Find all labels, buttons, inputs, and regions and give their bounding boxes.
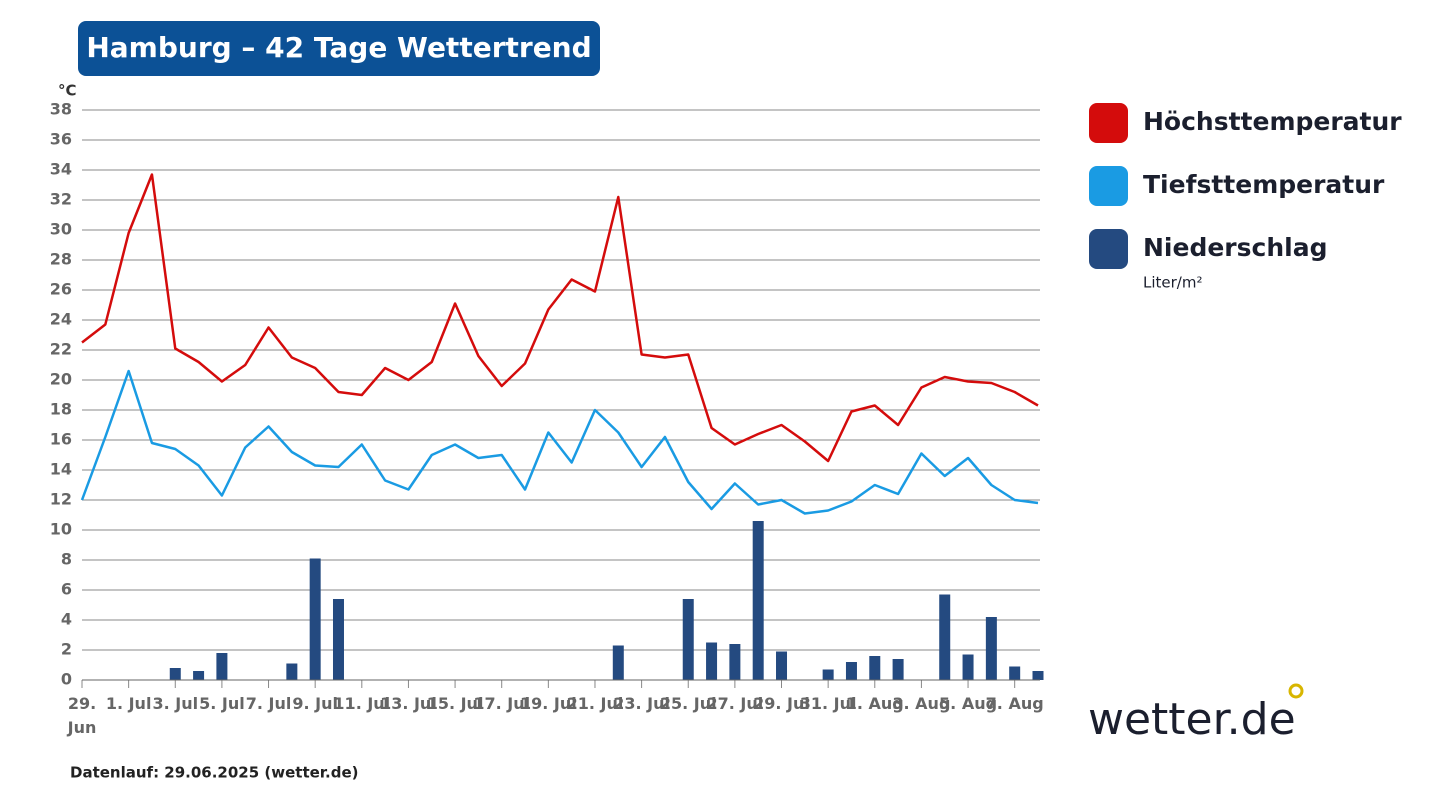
y-tick-label: 22 [50,340,72,359]
y-tick-label: 14 [50,460,72,479]
y-tick-label: 8 [61,550,72,569]
precip-bar [939,594,951,680]
x-tick-label: 3. Jul [152,694,199,713]
x-tick-label: 23. Jul [613,694,670,713]
x-tick-label: 15. Jul [426,694,484,713]
x-tick-label: 25. Jul [659,694,717,713]
x-tick-label: 31. Jul [799,694,857,713]
precip-bar [216,653,228,680]
legend-label: Tiefsttemperatur [1143,170,1385,199]
y-tick-label: 6 [61,580,72,599]
x-tick-label: 3. Aug [892,694,951,713]
legend-swatch [1089,166,1128,206]
logo-dot [1288,683,1304,699]
y-tick-label: 20 [50,370,72,389]
x-tick-label: 11. Jul [333,694,391,713]
x-tick-label: 19. Jul [519,694,577,713]
x-tick-label: 7. Aug [985,694,1044,713]
y-tick-label: 26 [50,280,72,299]
y-tick-label: 30 [50,220,72,239]
legend-swatch [1089,229,1128,269]
y-tick-label: 12 [50,490,72,509]
precip-bar [682,599,694,680]
x-tick-label: 1. Jul [105,694,152,713]
precip-bar [962,654,974,680]
temp-line [81,173,1039,463]
y-tick-label: 32 [50,190,72,209]
precip-bar [706,642,718,680]
x-tick-label: 7. Jul [245,694,292,713]
y-unit: °C [58,82,77,100]
precip-bar [729,644,741,680]
x-tick-label: 5. Jul [199,694,245,713]
logo: wetter.de [1088,694,1296,745]
precip-bar [193,671,205,680]
footer: Datenlauf: 29.06.2025 (wetter.de) [70,764,359,782]
precip-bar [309,558,321,680]
x-tick-label: 27. Jul [706,694,764,713]
temp-line [80,369,1039,515]
precip-bar [892,659,904,680]
y-tick-label: 28 [50,250,72,269]
title-box [78,21,600,76]
x-tick-label: 1. Aug [845,694,904,713]
precip-bar [752,521,764,680]
precip-bar [332,599,344,680]
y-tick-label: 18 [50,400,72,419]
legend-unit: Liter/m² [1143,274,1202,292]
x-tick-label: 17. Jul [473,694,531,713]
y-tick-label: 4 [61,610,72,629]
legend-swatch [1089,103,1128,143]
y-tick-label: 36 [50,130,72,149]
precip-bar [985,617,997,680]
precip-bar [612,645,624,680]
chart-title: Hamburg – 42 Tage Wettertrend [86,31,591,64]
y-tick-label: 0 [61,670,72,689]
precip-bar [1009,666,1021,680]
legend-label: Niederschlag [1143,233,1327,262]
precip-bar [286,663,298,680]
precip-bar [845,662,857,680]
y-tick-label: 24 [50,310,72,329]
precip-bar [1032,671,1044,680]
x-tick-label: 5. Aug [939,694,998,713]
x-tick-label: 29. Jul [753,694,810,713]
precip-bar [169,668,181,680]
y-tick-label: 10 [50,520,72,539]
y-tick-label: 2 [61,640,72,659]
y-tick-label: 38 [50,100,72,119]
x-tick-label: 13. Jul [380,694,437,713]
precip-bar [822,669,834,680]
x-tick-label: 29. Jun [67,694,97,737]
x-tick-label: 21. Jul [566,694,624,713]
precip-bar [869,656,881,680]
x-tick-label: 9. Jul [292,694,338,713]
legend-label: Höchsttemperatur [1143,107,1402,136]
y-tick-label: 16 [50,430,72,449]
precip-bar [776,651,788,680]
y-tick-label: 34 [50,160,72,179]
